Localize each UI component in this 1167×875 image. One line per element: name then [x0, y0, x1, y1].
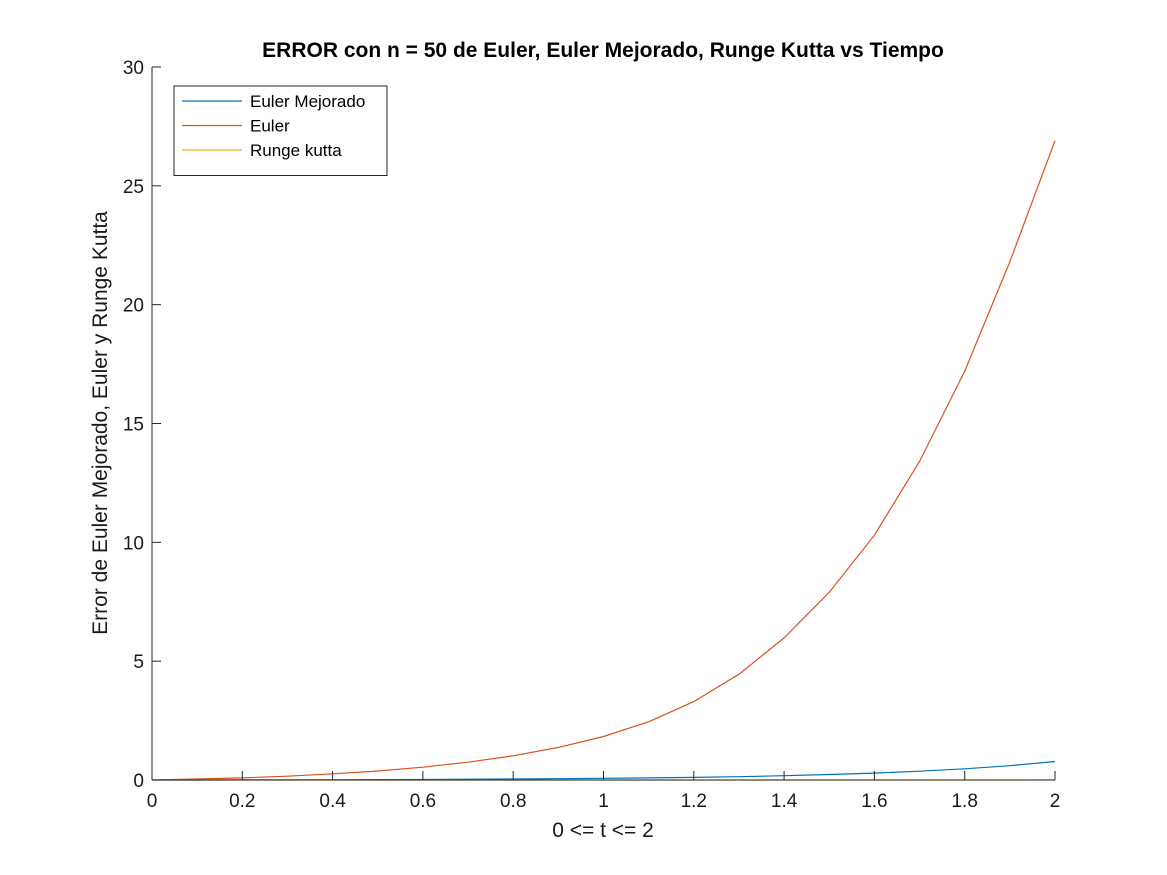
x-tick-label: 0.4 — [319, 791, 346, 812]
y-axis-label: Error de Euler Mejorado, Euler y Runge K… — [89, 211, 112, 635]
plot-background — [152, 67, 1055, 780]
series-line-1 — [151, 140, 1056, 781]
y-tick-label: 5 — [133, 652, 144, 673]
x-tick-label: 1.8 — [951, 791, 977, 812]
x-axis-label: 0 <= t <= 2 — [552, 819, 654, 842]
legend: Euler Mejorado Euler Runge kutta — [173, 85, 388, 176]
x-tick-label: 1.2 — [681, 791, 707, 812]
chart-title: ERROR con n = 50 de Euler, Euler Mejorad… — [262, 39, 944, 62]
y-tick-label: 25 — [123, 177, 144, 198]
legend-label: Euler Mejorado — [250, 92, 365, 111]
tick-marks — [151, 66, 1056, 781]
x-tick-label: 0.8 — [500, 791, 526, 812]
legend-label: Runge kutta — [250, 141, 342, 160]
x-tick-label: 1.4 — [771, 791, 798, 812]
y-tick-label: 30 — [123, 58, 144, 79]
x-tick-label: 2 — [1050, 791, 1061, 812]
x-tick-label: 0.6 — [410, 791, 436, 812]
x-tick-label: 0.2 — [229, 791, 255, 812]
x-tick-label: 0 — [147, 791, 158, 812]
x-tick-label: 1 — [598, 791, 609, 812]
y-tick-label: 10 — [123, 533, 144, 554]
legend-label: Euler — [250, 117, 290, 136]
x-tick-label: 1.6 — [861, 791, 887, 812]
y-tick-label: 0 — [133, 771, 144, 792]
y-tick-label: 15 — [123, 415, 144, 436]
y-tick-label: 20 — [123, 296, 144, 317]
plot-area — [152, 67, 1055, 780]
